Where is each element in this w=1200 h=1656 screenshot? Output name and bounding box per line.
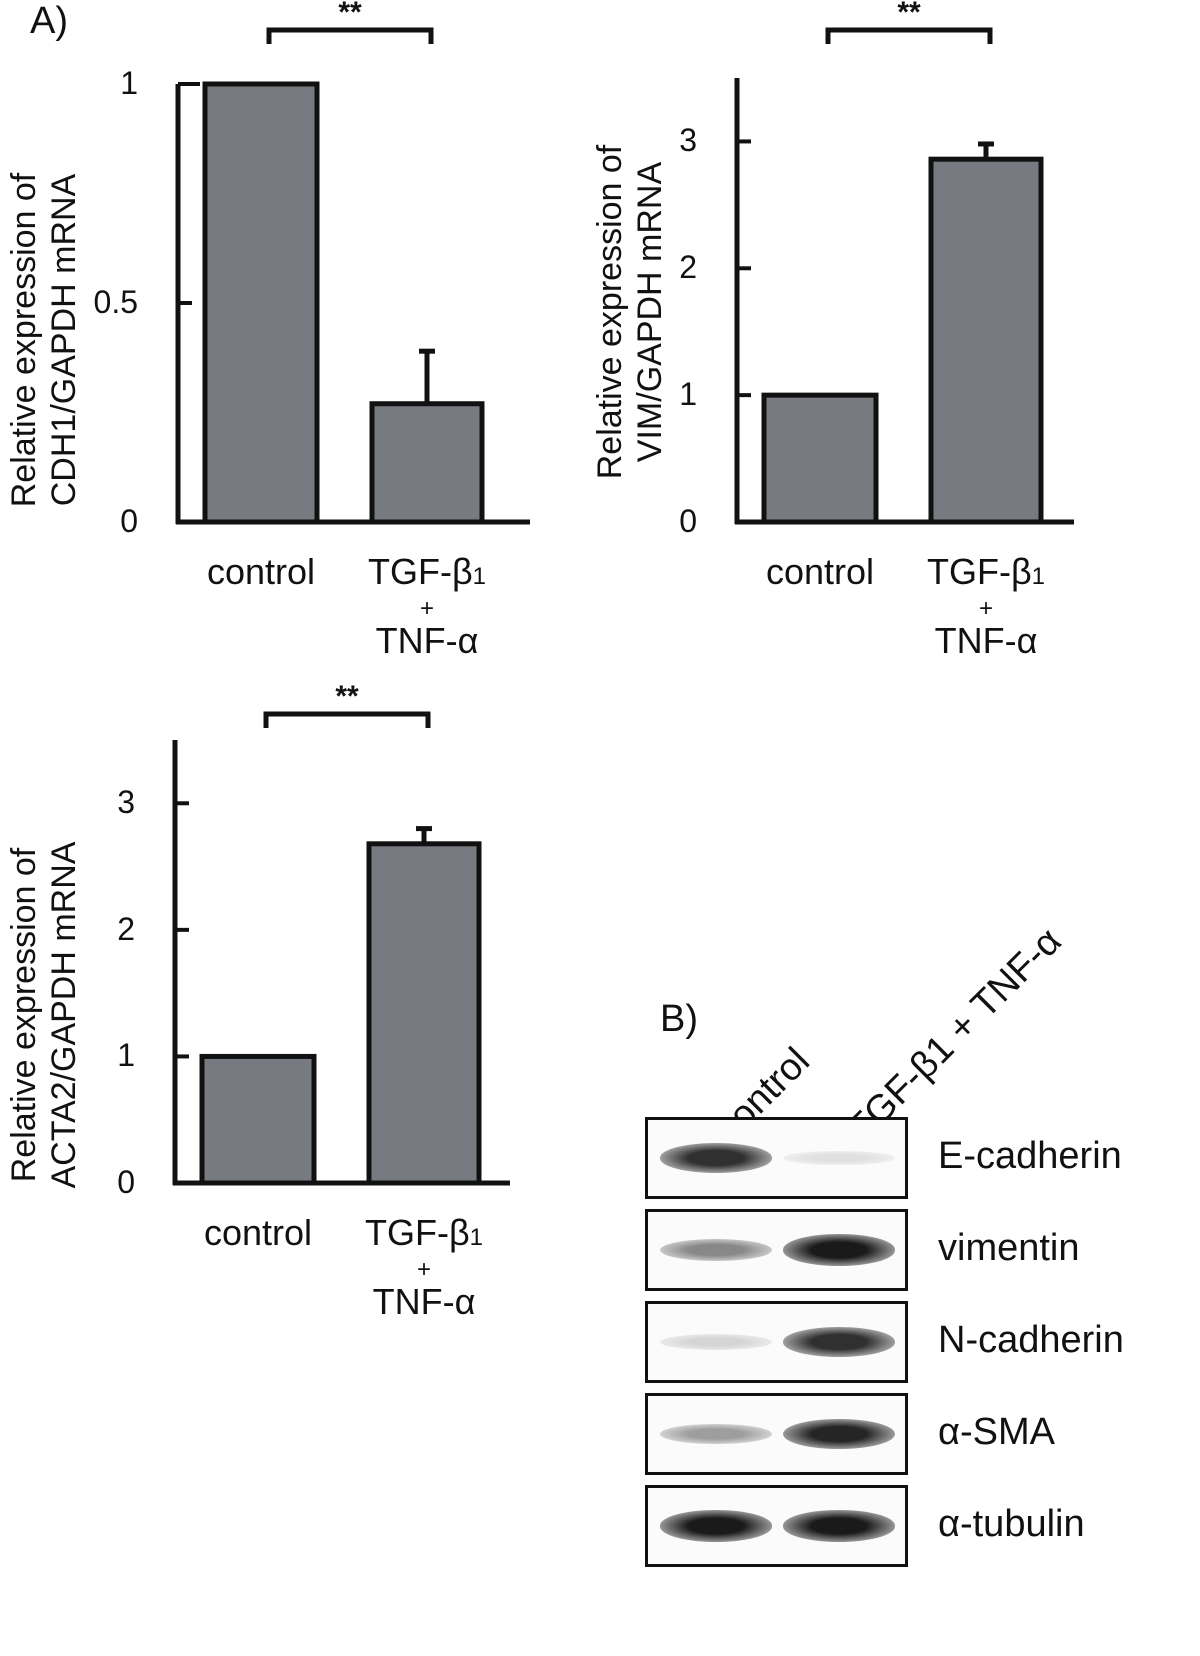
blot-band-treated <box>783 1418 895 1450</box>
vim-category-treated-tgf: TGF-β <box>926 551 1032 592</box>
acta2-category-treated: TGF-β1 + TNF-α <box>324 1213 524 1322</box>
blot-label-3: α-SMA <box>938 1411 1055 1453</box>
acta2-category-control: control <box>203 1212 313 1253</box>
blot-label-0: E-cadherin <box>938 1135 1122 1177</box>
blot-label-4: α-tubulin <box>938 1503 1085 1545</box>
blot-band-control <box>660 1238 772 1262</box>
vim-category-treated: TGF-β1 + TNF-α <box>886 552 1086 661</box>
vim-category-treated-line3: TNF-α <box>934 620 1038 661</box>
acta2-significance-label: ** <box>335 680 359 713</box>
vim-ytick-label-3: 3 <box>679 122 697 159</box>
cdh1-category-control: control <box>206 551 316 592</box>
cdh1-ytick-label-2: 1 <box>120 65 138 101</box>
blot-band-control <box>660 1334 772 1350</box>
blot-band-control <box>660 1423 772 1445</box>
blot-row-α-SMA <box>645 1393 908 1475</box>
vim-ytick-label-2: 2 <box>679 249 697 286</box>
blot-label-1: vimentin <box>938 1227 1080 1269</box>
acta2-bar-treated <box>366 841 482 1186</box>
vim-ylabel-line1: Relative expression of <box>591 144 629 480</box>
vim-significance-bracket <box>825 27 993 44</box>
acta2-category-treated-line3: TNF-α <box>372 1281 476 1322</box>
blot-row-α-tubulin <box>645 1485 908 1567</box>
blot-band-treated <box>783 1510 895 1542</box>
cdh1-ylabel-line1: Relative expression of <box>5 172 43 508</box>
vim-category-control: control <box>765 551 875 592</box>
acta2-category-treated-plus: + <box>416 1256 431 1283</box>
acta2-ytick-label-2: 2 <box>117 910 135 947</box>
cdh1-ytick-label-1: 0.5 <box>93 284 138 320</box>
cdh1-bar-treated <box>369 401 485 525</box>
cdh1-category-treated-line1: TGF-β1 <box>327 552 527 597</box>
blot-row-E-cadherin <box>645 1117 908 1199</box>
cdh1-category-treated-tgf: TGF-β <box>367 551 473 592</box>
vim-category-treated-sub: 1 <box>1031 563 1046 590</box>
blot-band-treated <box>783 1234 895 1266</box>
blot-row-N-cadherin <box>645 1301 908 1383</box>
acta2-ytick-label-3: 3 <box>117 784 135 821</box>
cdh1-bar-control <box>202 81 320 525</box>
blot-label-2: N-cadherin <box>938 1319 1124 1361</box>
cdh1-significance-label: ** <box>338 0 362 29</box>
acta2-ytick-label-1: 1 <box>117 1037 135 1074</box>
blot-band-treated <box>783 1150 895 1166</box>
vim-ytick-label-1: 1 <box>679 376 697 413</box>
acta2-category-treated-line1: TGF-β1 <box>324 1213 524 1258</box>
acta2-ylabel-line1: Relative expression of <box>5 847 43 1183</box>
blot-row-vimentin <box>645 1209 908 1291</box>
cdh1-significance-bracket <box>266 27 434 44</box>
acta2-category-treated-tgf: TGF-β <box>364 1212 470 1253</box>
blot-band-control <box>660 1143 772 1173</box>
vim-category-treated-plus: + <box>978 595 993 622</box>
acta2-category-treated-sub: 1 <box>469 1224 484 1251</box>
panel-label-b: B) <box>660 998 698 1040</box>
acta2-significance-bracket <box>263 711 431 728</box>
cdh1-category-treated-plus: + <box>419 595 434 622</box>
vim-bar-control <box>761 392 879 525</box>
acta2-ytick-label-0: 0 <box>117 1164 135 1200</box>
acta2-ylabel: Relative expression of ACTA2/GAPDH mRNA <box>4 795 84 1235</box>
cdh1-ylabel-line2: CDH1/GAPDH mRNA <box>45 173 83 507</box>
vim-significance-label: ** <box>897 0 921 29</box>
blot-band-control <box>660 1510 772 1542</box>
vim-ytick-label-0: 0 <box>679 503 697 539</box>
blot-band-treated <box>783 1327 895 1357</box>
cdh1-category-treated-sub: 1 <box>472 563 487 590</box>
cdh1-ytick-label-0: 0 <box>120 503 138 539</box>
acta2-bar-control <box>199 1053 317 1186</box>
cdh1-category-treated: TGF-β1 + TNF-α <box>327 552 527 661</box>
cdh1-ylabel: Relative expression of CDH1/GAPDH mRNA <box>4 120 84 560</box>
panel-label-a: A) <box>30 0 68 42</box>
vim-bar-treated <box>928 156 1044 525</box>
cdh1-category-treated-line3: TNF-α <box>375 620 479 661</box>
vim-category-treated-line1: TGF-β1 <box>886 552 1086 597</box>
